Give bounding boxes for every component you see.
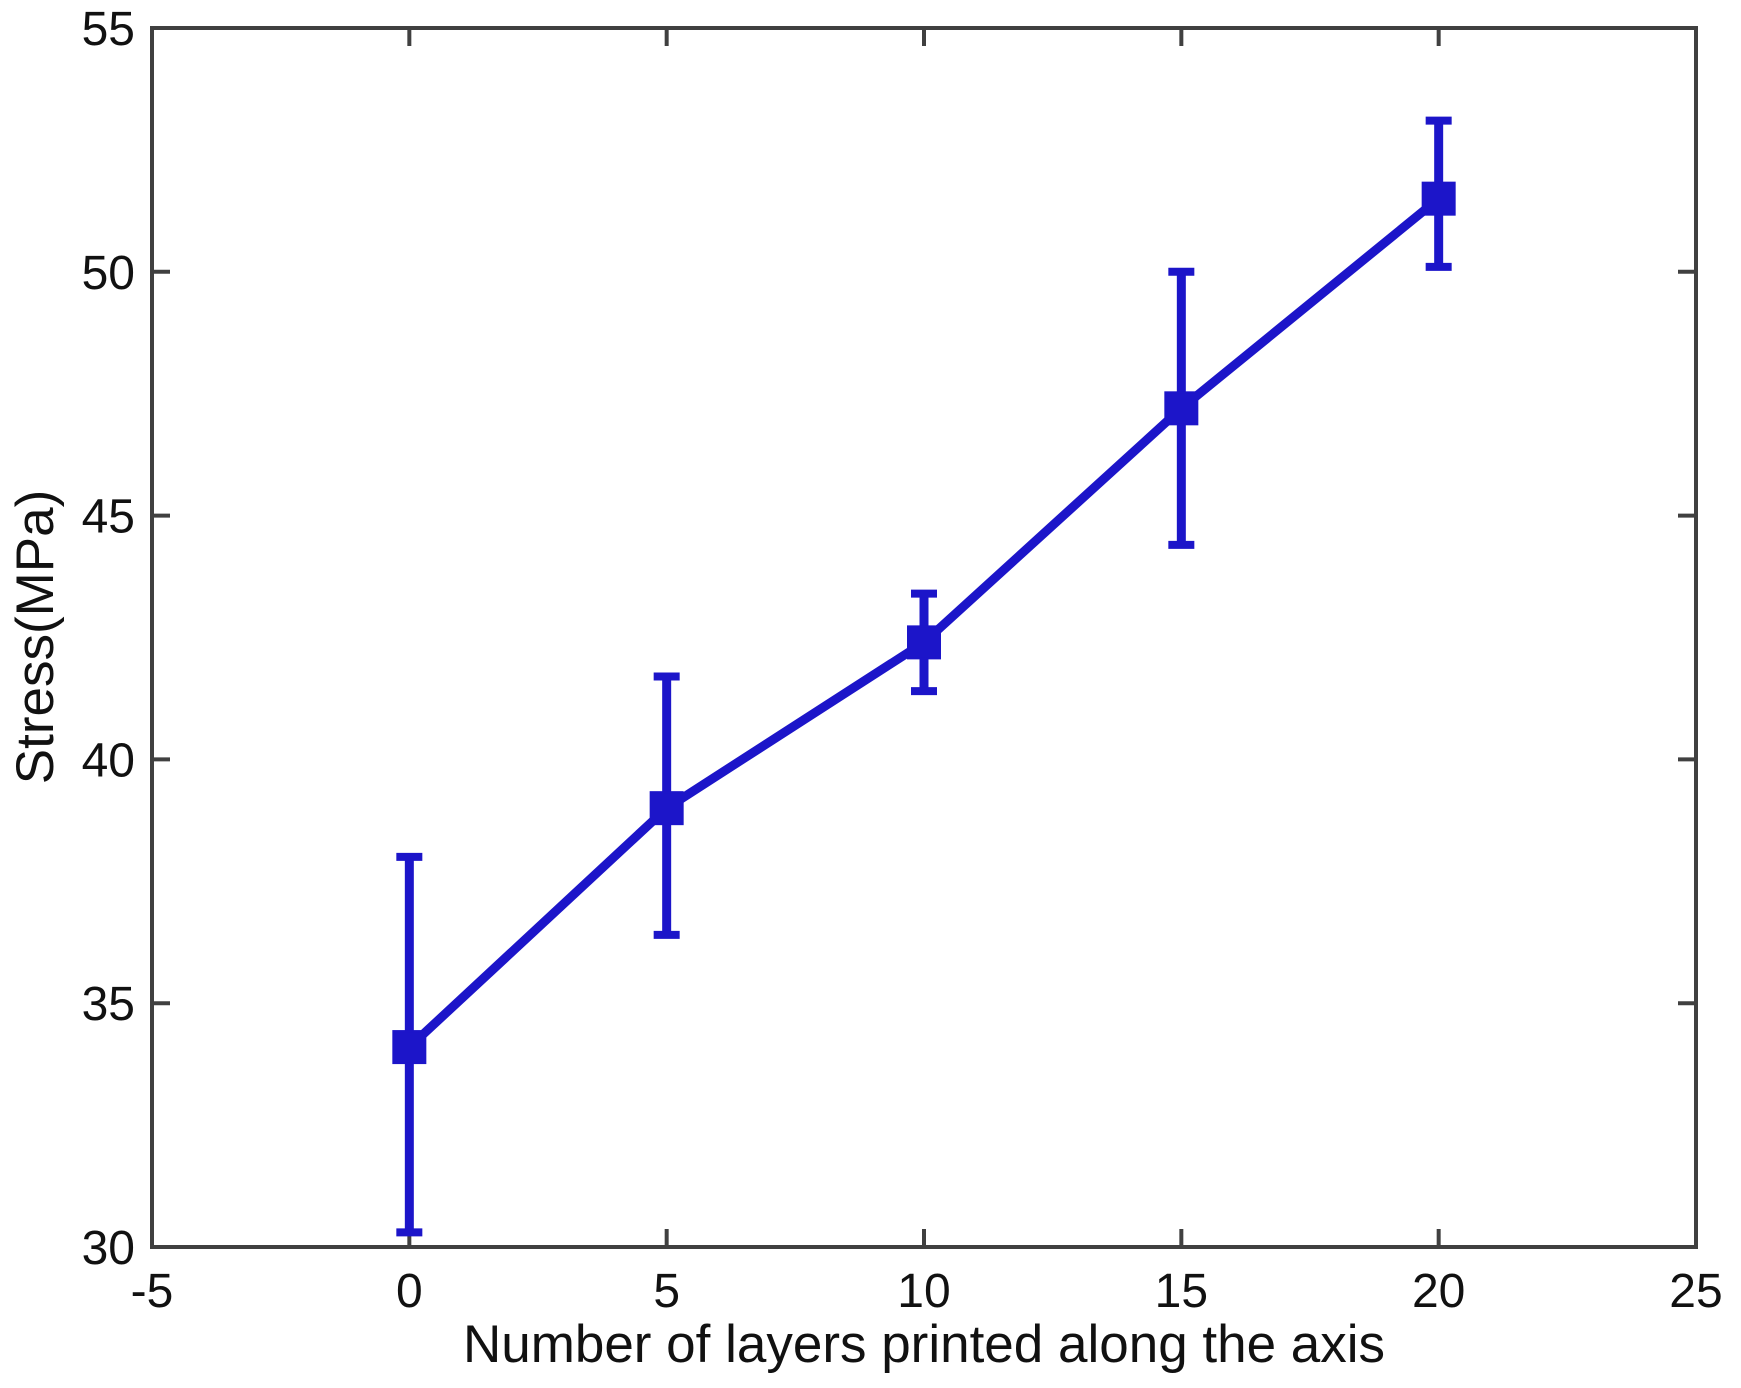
data-point-marker <box>392 1030 427 1065</box>
x-tick-label: 0 <box>396 1265 423 1318</box>
y-tick-label: 45 <box>82 491 135 544</box>
y-tick-label: 30 <box>82 1222 135 1275</box>
x-tick-label: 20 <box>1412 1265 1465 1318</box>
x-tick-label: 15 <box>1155 1265 1208 1318</box>
y-axis-label: Stress(MPa) <box>6 489 65 785</box>
y-tick-label: 50 <box>82 247 135 300</box>
data-point-marker <box>1421 181 1456 216</box>
x-tick-label: 10 <box>897 1265 950 1318</box>
x-axis-label: Number of layers printed along the axis <box>462 1315 1386 1374</box>
data-point-marker <box>1164 391 1199 426</box>
y-tick-label: 40 <box>82 734 135 787</box>
data-point-marker <box>907 625 941 660</box>
x-tick-label: 25 <box>1669 1265 1722 1318</box>
x-tick-label: 5 <box>653 1265 680 1318</box>
y-tick-label: 35 <box>82 978 135 1031</box>
data-point-marker <box>649 791 684 826</box>
x-tick-label: -5 <box>131 1265 174 1318</box>
y-tick-label: 55 <box>82 3 135 56</box>
